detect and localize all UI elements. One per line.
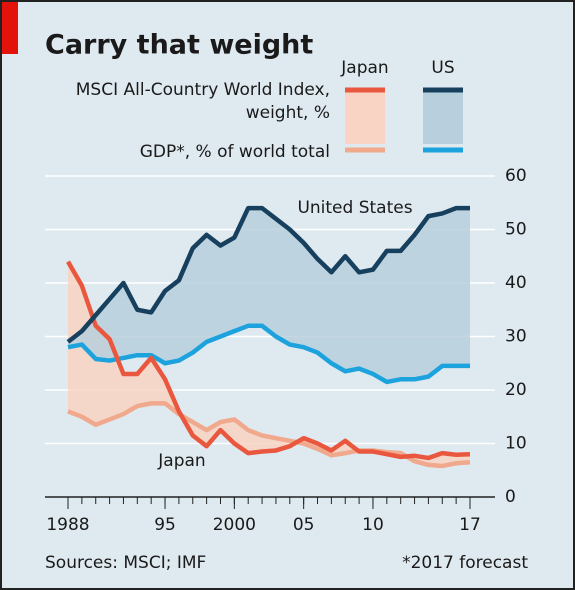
x-tick-label: 2000 bbox=[213, 515, 256, 535]
legend-header: US bbox=[431, 58, 454, 78]
series-line bbox=[66, 205, 470, 344]
legend-label: GDP*, % of world total bbox=[140, 142, 330, 162]
x-tick-label: 1988 bbox=[46, 515, 89, 535]
legend-area bbox=[345, 92, 385, 144]
x-tick-label: 10 bbox=[362, 515, 384, 535]
annotation: United States bbox=[297, 198, 412, 218]
source: Sources: MSCI; IMF bbox=[45, 553, 206, 573]
y-tick-label: 40 bbox=[505, 273, 527, 293]
chart-title: Carry that weight bbox=[45, 30, 313, 61]
series-line bbox=[67, 323, 470, 385]
y-tick-label: 10 bbox=[505, 434, 527, 454]
legend-area bbox=[423, 92, 463, 144]
y-tick-label: 50 bbox=[505, 220, 527, 240]
y-tick-label: 20 bbox=[505, 380, 527, 400]
footnote: *2017 forecast bbox=[402, 553, 528, 573]
legend-label: MSCI All-Country World Index, bbox=[76, 80, 330, 100]
x-tick-label: 05 bbox=[293, 515, 315, 535]
red-tag bbox=[2, 2, 18, 54]
series-line bbox=[66, 260, 471, 461]
annotation: Japan bbox=[157, 451, 205, 471]
area bbox=[68, 208, 470, 382]
x-tick-label: 17 bbox=[459, 515, 481, 535]
x-tick-label: 95 bbox=[154, 515, 176, 535]
y-tick-label: 0 bbox=[505, 487, 516, 507]
y-tick-label: 30 bbox=[505, 327, 527, 347]
legend-header: Japan bbox=[340, 58, 388, 78]
y-tick-label: 60 bbox=[505, 166, 527, 186]
legend-label: weight, % bbox=[246, 103, 330, 123]
